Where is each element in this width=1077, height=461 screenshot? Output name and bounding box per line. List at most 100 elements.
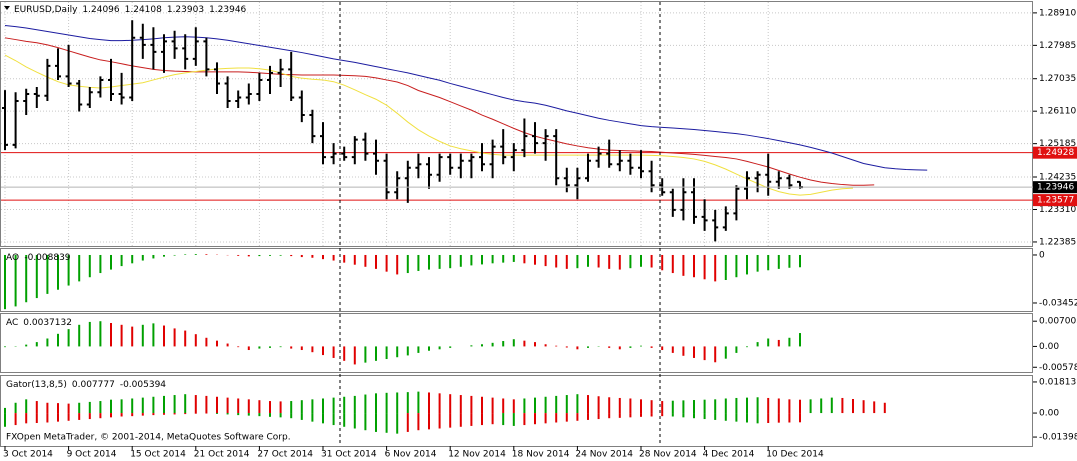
ohlc-bar (351, 136, 358, 165)
indicator-header-part: Gator(13,8,5) (6, 380, 67, 390)
x-tick-label: 24 Nov 2014 (575, 450, 633, 460)
ohlc-bar (616, 150, 623, 172)
moving-average (4, 37, 875, 186)
bid-label: 1.23946 (1037, 183, 1074, 193)
ohlc-bar (510, 143, 517, 172)
indicator-header-part: -0.008839 (24, 253, 70, 263)
x-tick-label: 12 Nov 2014 (448, 450, 506, 460)
gator-window-frame (0, 375, 1033, 447)
ohlc-bar (712, 209, 719, 242)
ohlc-bar (330, 143, 337, 165)
ohlc-bar (235, 90, 242, 109)
ohlc-bar (214, 62, 220, 94)
ohlc-bar (139, 23, 146, 59)
y-tick-label: 1.24235 (1039, 173, 1076, 183)
x-tick-label: 4 Dec 2014 (703, 450, 755, 460)
ohlc-bar (606, 139, 613, 168)
y-tick-label: 0.018131 (1039, 377, 1077, 387)
ohlc-bar (55, 48, 61, 80)
ohlc-bar (362, 132, 369, 161)
ohlc-bar (691, 178, 697, 224)
ohlc-bar (468, 153, 475, 179)
ohlc-bar (754, 171, 761, 193)
ohlc-bar (733, 185, 740, 221)
ohlc-bar (404, 160, 411, 203)
moving-average (4, 25, 928, 171)
ohlc-bar (701, 199, 708, 231)
y-tick-label: 0 (1039, 250, 1045, 260)
ohlc-bar (722, 206, 729, 231)
ohlc-bar (108, 58, 114, 102)
moving-average (4, 54, 854, 196)
ohlc-bar (182, 34, 189, 70)
ohlc-bar (44, 58, 51, 102)
ao-window-frame (0, 248, 1033, 312)
y-tick-label: 1.25185 (1039, 139, 1076, 149)
main-window-frame (0, 1, 1033, 247)
indicator-header: AC 0.0037132 (6, 318, 72, 328)
menu-triangle[interactable] (4, 6, 10, 10)
ohlc-bar (553, 129, 560, 186)
ohlc-bar (500, 129, 507, 165)
ohlc-bar (320, 122, 326, 165)
ohlc-bar (479, 143, 485, 172)
ohlc-bar (563, 167, 570, 193)
ohlc-bar (309, 109, 316, 144)
ohlc-bar (118, 72, 125, 105)
ohlc-bar (669, 188, 676, 217)
watermark: FXOpen MetaTrader, © 2001-2014, MetaQuot… (6, 433, 291, 443)
ohlc-bar (775, 171, 782, 189)
ohlc-bar (12, 92, 19, 149)
ohlc-bar (532, 122, 538, 154)
x-tick-label: 18 Nov 2014 (512, 450, 570, 460)
indicator-header-part: 0.007777 (72, 380, 115, 390)
price-label-box (1033, 146, 1077, 159)
x-tick-label: 21 Oct 2014 (194, 450, 250, 460)
chart-header-part: 1.24108 (125, 5, 162, 15)
y-tick-label: 0.00 (1039, 342, 1059, 352)
y-tick-label: 1.22385 (1039, 237, 1076, 247)
ohlc-bar (521, 118, 528, 158)
ohlc-bar (277, 58, 284, 87)
ohlc-bar (86, 86, 93, 109)
ohlc-bar (267, 65, 273, 94)
y-tick-label: 0.007003 (1039, 317, 1077, 327)
ohlc-bar (224, 76, 231, 109)
chart-header-part: 1.24096 (82, 5, 119, 15)
ohlc-bar (585, 153, 591, 182)
ohlc-bar (765, 153, 772, 196)
ohlc-bar (744, 171, 750, 200)
ohlc-bar (426, 157, 432, 189)
ohlc-bar (574, 167, 581, 200)
bid-label-box (1033, 181, 1077, 194)
x-tick-label: 6 Nov 2014 (385, 450, 437, 460)
x-tick-label: 3 Oct 2014 (3, 450, 53, 460)
x-tick-label: 28 Nov 2014 (639, 450, 697, 460)
y-tick-label: -0.005783 (1039, 363, 1077, 373)
x-tick-label: 10 Dec 2014 (766, 450, 824, 460)
ohlc-bar (447, 153, 454, 175)
ohlc-bar (23, 88, 30, 116)
ohlc-bar (256, 72, 263, 102)
ohlc-bar (638, 150, 644, 179)
ohlc-bar (680, 178, 687, 221)
chart-header-part: EURUSD,Daily (14, 5, 78, 15)
price-label: 1.23577 (1037, 196, 1074, 206)
ohlc-bar (203, 37, 210, 77)
indicator-header-part: AC (6, 318, 18, 328)
y-tick-label: 1.28910 (1039, 8, 1076, 18)
ohlc-bar (373, 139, 379, 175)
ac-window-frame (0, 313, 1033, 373)
ohlc-bar (245, 83, 252, 105)
ohlc-bar (2, 90, 8, 151)
chart-header-part: 1.23903 (167, 5, 204, 15)
indicator-header-part: AO (6, 253, 19, 263)
ohlc-bar (33, 86, 40, 109)
indicator-header: AO -0.008839 (6, 253, 71, 263)
ohlc-bar (786, 174, 793, 189)
indicator-header: Gator(13,8,5) 0.007777 -0.005394 (6, 380, 166, 390)
indicator-header-part: 0.0037132 (23, 318, 72, 328)
